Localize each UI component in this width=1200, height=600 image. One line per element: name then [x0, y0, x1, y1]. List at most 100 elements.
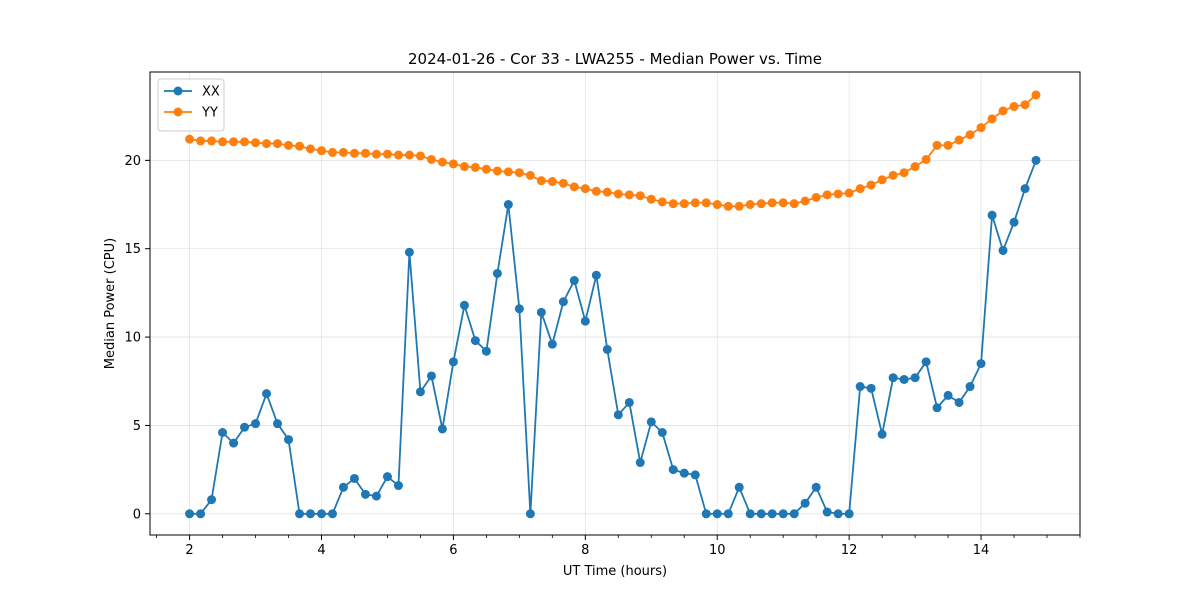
- data-point-xx: [657, 428, 667, 437]
- data-point-xx: [613, 410, 623, 420]
- data-point-xx: [844, 509, 854, 519]
- series-yy: [185, 90, 1041, 211]
- data-point-yy: [382, 149, 392, 159]
- data-point-yy: [470, 162, 480, 172]
- data-point-yy: [998, 106, 1008, 116]
- data-point-xx: [514, 304, 524, 314]
- data-point-yy: [349, 148, 359, 158]
- data-point-xx: [602, 344, 612, 354]
- data-point-xx: [756, 509, 766, 519]
- data-point-xx: [316, 509, 326, 519]
- legend-marker: [173, 86, 183, 96]
- x-tick-label: 8: [581, 543, 589, 558]
- data-point-xx: [492, 268, 502, 278]
- data-point-xx: [448, 357, 458, 367]
- data-point-xx: [338, 482, 348, 492]
- data-point-xx: [723, 509, 733, 519]
- data-point-xx: [349, 473, 359, 483]
- x-tick-label: 6: [449, 543, 457, 558]
- data-point-yy: [635, 191, 645, 201]
- data-point-xx: [1009, 217, 1019, 227]
- data-point-yy: [404, 150, 414, 160]
- data-point-yy: [976, 123, 986, 133]
- data-point-xx: [404, 247, 414, 257]
- data-point-yy: [262, 139, 272, 149]
- data-point-yy: [360, 148, 370, 158]
- data-point-yy: [448, 159, 458, 169]
- data-point-xx: [701, 509, 711, 519]
- data-point-xx: [305, 509, 315, 519]
- data-point-xx: [360, 489, 370, 499]
- data-point-yy: [536, 176, 546, 186]
- data-point-xx: [393, 481, 403, 491]
- x-axis-label: UT Time (hours): [563, 564, 667, 579]
- data-point-xx: [800, 498, 810, 508]
- data-point-xx: [415, 387, 425, 397]
- data-point-yy: [613, 189, 623, 199]
- data-point-yy: [492, 166, 502, 176]
- y-tick-label: 20: [124, 154, 141, 169]
- data-point-yy: [459, 162, 469, 172]
- data-point-xx: [965, 382, 975, 392]
- data-point-xx: [932, 403, 942, 413]
- data-point-yy: [569, 182, 579, 192]
- data-point-yy: [789, 199, 799, 209]
- data-point-yy: [921, 154, 931, 164]
- data-point-yy: [196, 136, 206, 146]
- data-point-xx: [218, 428, 228, 437]
- data-point-yy: [899, 168, 909, 178]
- data-point-yy: [316, 146, 326, 156]
- data-point-xx: [459, 300, 469, 310]
- data-point-yy: [679, 199, 689, 209]
- data-point-yy: [1009, 101, 1019, 111]
- data-point-xx: [481, 346, 491, 356]
- data-point-xx: [547, 339, 557, 349]
- data-point-xx: [251, 419, 261, 429]
- data-point-yy: [338, 147, 348, 157]
- data-point-yy: [690, 198, 700, 208]
- data-point-xx: [712, 509, 722, 519]
- data-point-yy: [723, 201, 733, 211]
- data-point-xx: [987, 210, 997, 220]
- data-point-yy: [910, 162, 920, 172]
- x-tick-label: 12: [841, 543, 858, 558]
- data-point-xx: [591, 270, 601, 280]
- data-point-xx: [635, 458, 645, 468]
- y-tick-label: 5: [133, 419, 141, 434]
- data-point-yy: [514, 168, 524, 178]
- legend-marker: [173, 107, 183, 117]
- data-point-yy: [657, 197, 667, 207]
- data-point-yy: [273, 139, 282, 149]
- data-point-xx: [185, 509, 195, 519]
- data-point-xx: [778, 509, 788, 519]
- data-point-xx: [229, 438, 239, 448]
- data-point-xx: [470, 336, 480, 346]
- data-point-xx: [503, 200, 513, 210]
- data-point-xx: [679, 468, 689, 478]
- data-point-yy: [437, 157, 447, 167]
- data-point-yy: [525, 170, 535, 180]
- data-point-xx: [1020, 184, 1030, 194]
- data-point-yy: [833, 189, 843, 199]
- data-point-xx: [789, 509, 799, 519]
- data-point-xx: [207, 495, 217, 505]
- data-point-xx: [196, 509, 206, 519]
- data-point-xx: [262, 389, 272, 399]
- data-point-xx: [437, 424, 447, 434]
- data-point-xx: [382, 472, 392, 482]
- data-point-yy: [800, 196, 810, 206]
- legend-item-yy: YY: [164, 106, 218, 121]
- x-tick-label: 4: [317, 543, 325, 558]
- data-point-xx: [295, 509, 305, 519]
- data-point-xx: [668, 465, 678, 475]
- data-point-yy: [745, 200, 755, 210]
- data-point-yy: [240, 137, 250, 147]
- data-point-xx: [910, 373, 920, 383]
- data-point-xx: [580, 316, 590, 326]
- data-point-yy: [965, 130, 975, 140]
- data-point-yy: [185, 134, 195, 144]
- data-point-xx: [745, 509, 755, 519]
- series-xx: [185, 155, 1041, 519]
- data-point-yy: [284, 140, 294, 150]
